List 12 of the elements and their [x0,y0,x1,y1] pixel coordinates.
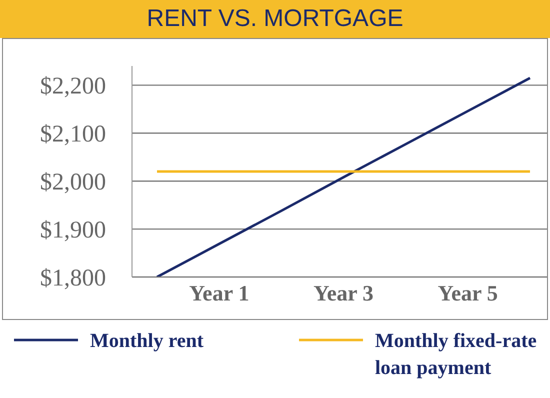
y-tick-label: $2,200 [40,74,106,100]
y-tick-label: $2,000 [40,170,106,196]
x-tick-label: Year 3 [313,280,374,306]
y-tick-label: $2,100 [40,122,106,148]
x-tick-label: Year 5 [438,280,498,306]
legend-label: Monthly rent [90,329,205,354]
legend-label: Monthly fixed-rate loan payment [375,329,538,381]
chart-title: RENT VS. MORTGAGE [0,0,550,38]
y-tick-label: $1,800 [40,266,106,292]
x-tick-label: Year 1 [189,280,250,306]
y-tick-label: $1,900 [40,218,106,244]
line-series [156,76,532,277]
